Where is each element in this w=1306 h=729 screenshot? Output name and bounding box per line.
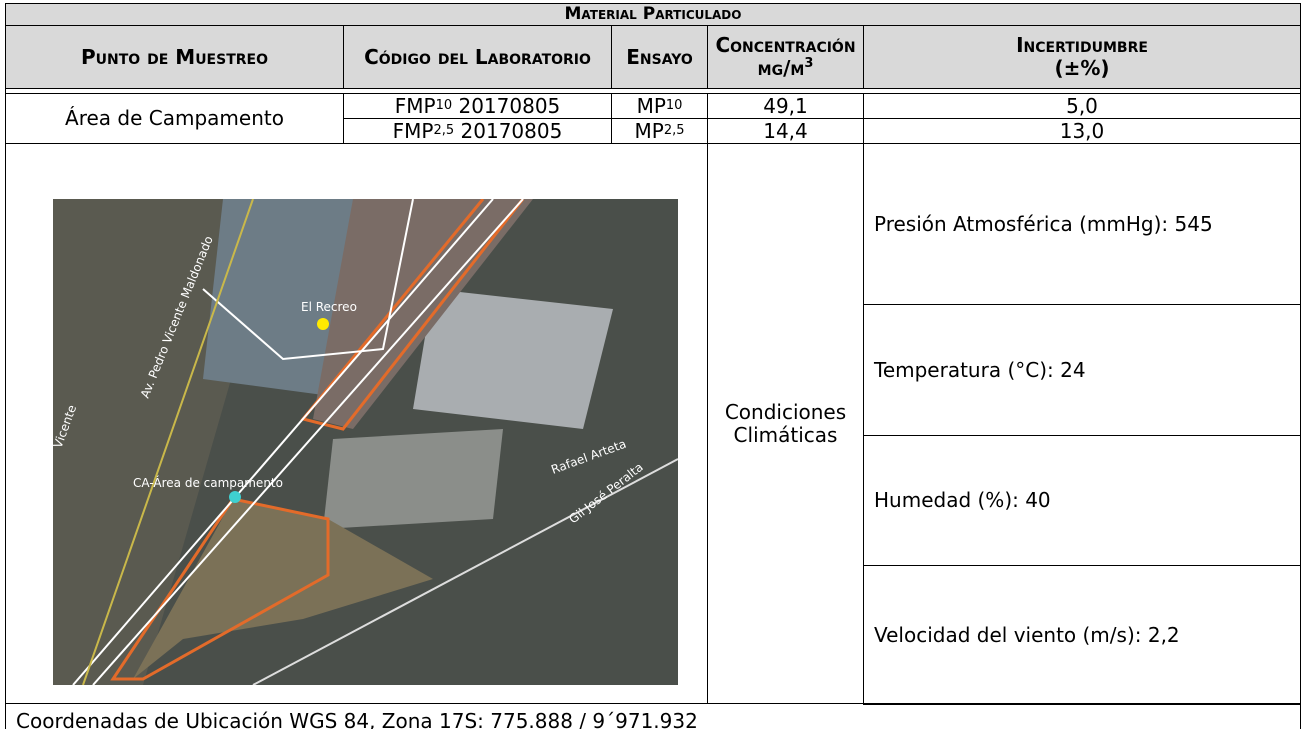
code-sub: 2,5 (433, 122, 455, 138)
code-prefix: FMP (392, 118, 434, 143)
header-text: Concentración (715, 33, 856, 57)
coordinates: Coordenadas de Ubicación WGS 84, Zona 17… (5, 703, 1301, 729)
uncertainty: 13,0 (863, 118, 1301, 144)
code-suffix: 20170805 (454, 118, 563, 143)
code-prefix: FMP (394, 93, 436, 118)
concentration: 49,1 (707, 93, 864, 119)
test-prefix: MP (636, 93, 666, 118)
map-lots (323, 429, 503, 529)
header-unit: (±%) (1054, 56, 1110, 80)
map-outline (110, 497, 330, 681)
concentration: 14,4 (707, 118, 864, 144)
header-text: Incertidumbre (1016, 33, 1148, 57)
test-sub: 2,5 (663, 122, 685, 138)
map-road (252, 458, 678, 685)
condition: Temperatura (°C): 24 (863, 304, 1301, 436)
map-line (72, 199, 494, 685)
header-cell: Ensayo (611, 25, 708, 89)
map-label: CA-Área de campamento (133, 475, 283, 490)
unit-sup: 3 (804, 56, 814, 71)
map-image: El Recreo CA-Área de campamento Av. Pedr… (53, 199, 678, 685)
condition: Presión Atmosférica (mmHg): 545 (863, 143, 1301, 305)
title: Material Particulado (5, 3, 1301, 26)
header-cell: Concentración μg/m3 (707, 25, 864, 89)
conditions-label: Condiciones Climáticas (707, 143, 864, 704)
condition: Humedad (%): 40 (863, 435, 1301, 566)
test: MP 10 (611, 93, 708, 119)
header-cell: Punto de Muestreo (5, 25, 344, 89)
map-pin (229, 491, 241, 503)
test-sub: 10 (665, 97, 683, 113)
lab-code: FMP 10 20170805 (343, 93, 612, 119)
map-cell: El Recreo CA-Área de campamento Av. Pedr… (5, 143, 708, 704)
lab-code: FMP 2,5 20170805 (343, 118, 612, 144)
test: MP 2,5 (611, 118, 708, 144)
map-building (413, 289, 613, 429)
header-cell: Incertidumbre (±%) (863, 25, 1301, 89)
map-line (202, 199, 414, 361)
sampling-point: Área de Campamento (5, 93, 344, 144)
map-line (92, 199, 524, 685)
header-cell: Código del Laboratorio (343, 25, 612, 89)
map-label: El Recreo (301, 300, 357, 314)
code-suffix: 20170805 (452, 93, 561, 118)
map-field (133, 499, 433, 679)
code-sub: 10 (435, 97, 453, 113)
condition: Velocidad del viento (m/s): 2,2 (863, 565, 1301, 705)
map-road (82, 199, 254, 685)
uncertainty: 5,0 (863, 93, 1301, 119)
map-pin (317, 318, 329, 330)
header-unit: μg/m3 (757, 56, 814, 80)
test-prefix: MP (634, 118, 664, 143)
unit-text: μg/m (757, 56, 805, 80)
